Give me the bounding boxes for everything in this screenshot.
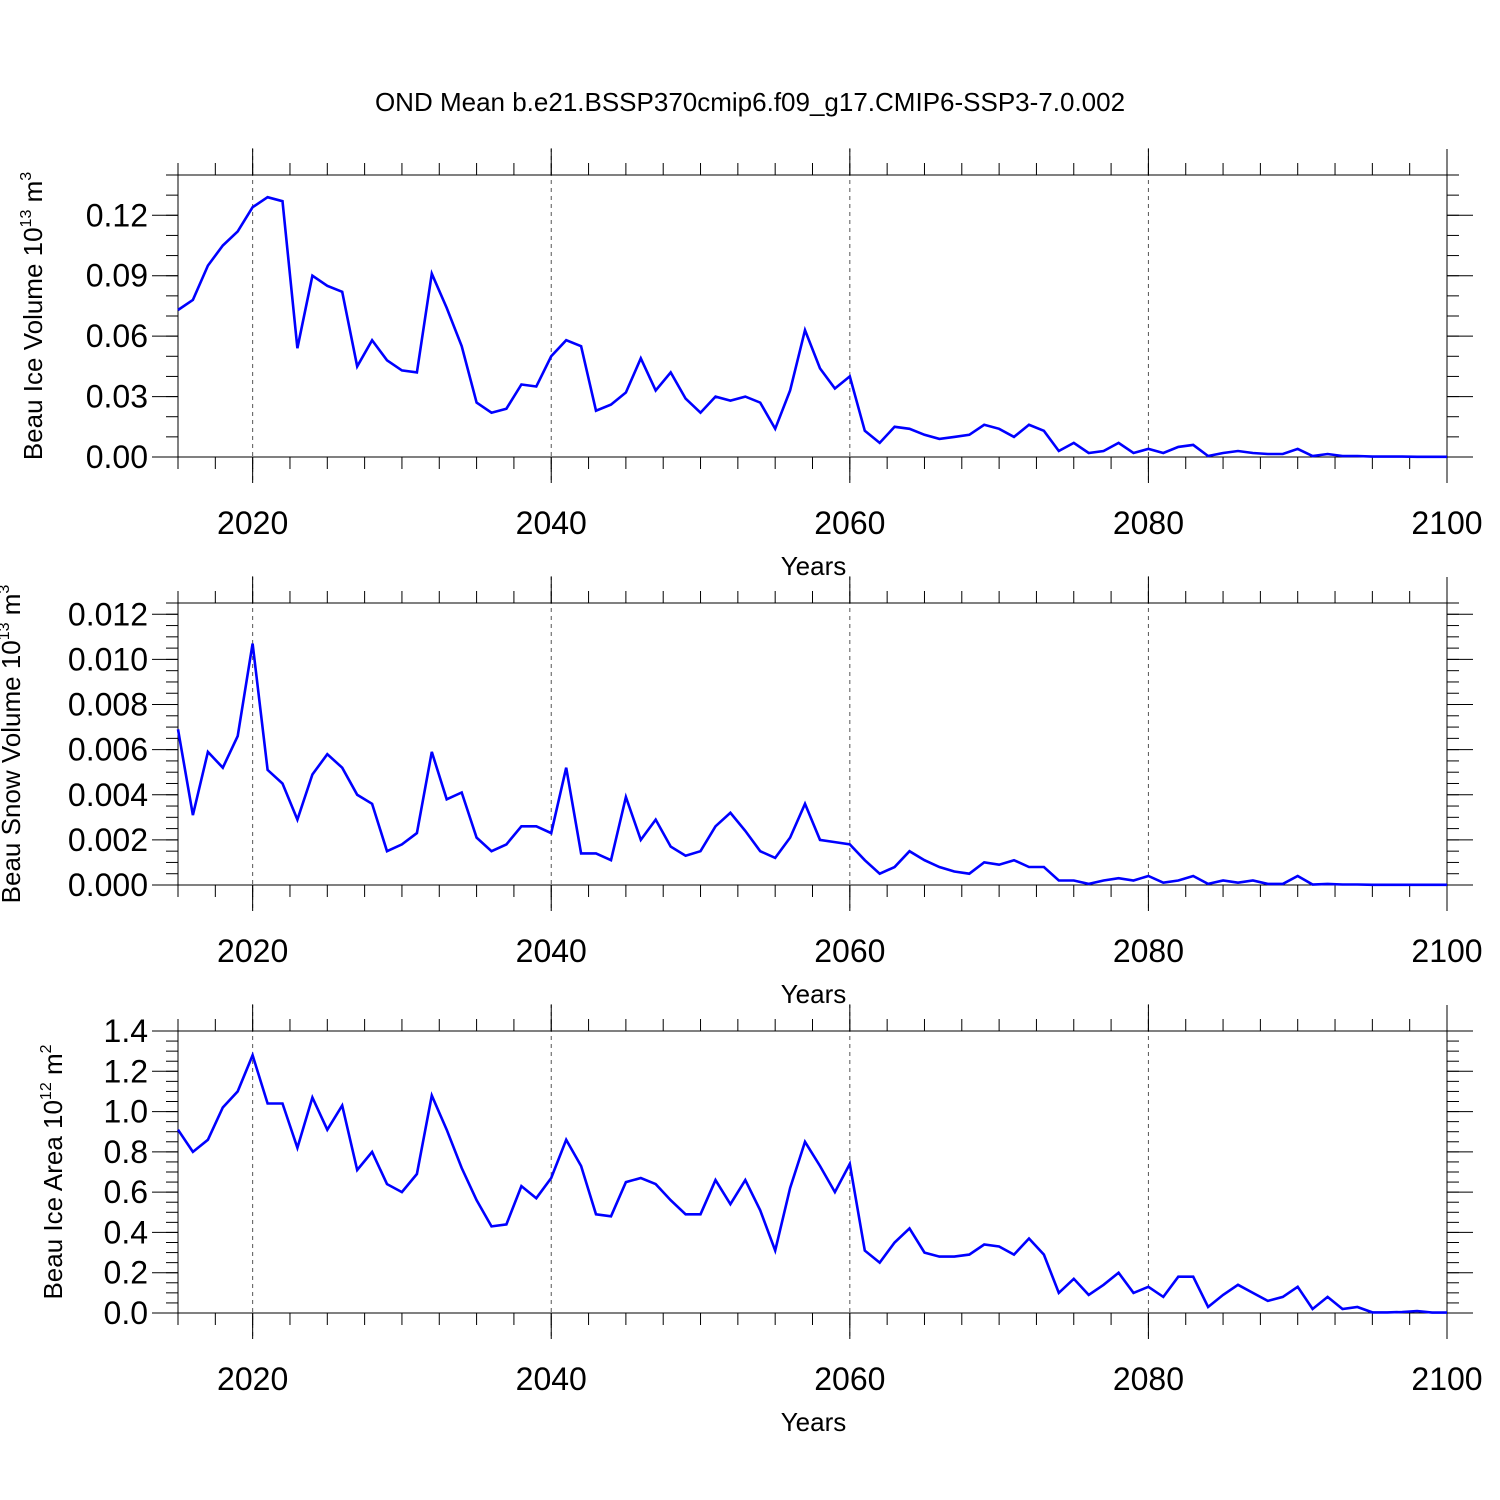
- x-tick-label: 2040: [516, 1361, 587, 1397]
- panel-ice-area: 0.0 0.2 0.4 0.6 0.8 1.0 1.2 1.4 2020 2040 2060 2080…: [38, 1004, 1483, 1437]
- y-tick-label: 0.008: [68, 687, 148, 723]
- x-tick-label: 2100: [1411, 933, 1482, 969]
- y-tick-label: 0.004: [68, 777, 148, 813]
- x-axis-label: Years: [781, 1407, 847, 1437]
- y-tick-label: 0.6: [104, 1174, 148, 1210]
- y-label-exponent: 12: [38, 1082, 55, 1100]
- y-tick-label: 0.000: [68, 867, 148, 903]
- chart-title: OND Mean b.e21.BSSP370cmip6.f09_g17.CMIP…: [375, 87, 1125, 117]
- y-tick-label: 0.4: [104, 1214, 148, 1250]
- series-line: [177, 195, 1447, 459]
- x-axis-label: Years: [781, 551, 847, 581]
- x-tick-label: 2020: [217, 1361, 288, 1397]
- y-tick-label: 1.2: [104, 1053, 148, 1089]
- y-tick-label: 0.006: [68, 732, 148, 768]
- x-tick-label: 2040: [516, 933, 587, 969]
- y-label-unit-exponent: 3: [18, 172, 35, 181]
- x-tick-label: 2020: [217, 933, 288, 969]
- y-tick-label: 0.012: [68, 596, 148, 632]
- y-tick-label: 1.4: [104, 1013, 148, 1049]
- y-tick-label: 1.0: [104, 1094, 148, 1130]
- x-tick-label: 2100: [1411, 1361, 1482, 1397]
- x-axis-label: Years: [781, 979, 847, 1009]
- y-tick-label: 0.09: [86, 258, 148, 294]
- y-label-unit: m: [38, 1053, 68, 1082]
- y-tick-label: 0.00: [86, 439, 148, 475]
- y-tick-label: 0.0: [104, 1295, 148, 1331]
- plot-frame: [177, 1030, 1448, 1314]
- x-tick-label: 2080: [1113, 933, 1184, 969]
- y-tick-label: 0.2: [104, 1255, 148, 1291]
- series-line: [176, 1051, 1447, 1314]
- x-tick-label: 2080: [1113, 1361, 1184, 1397]
- y-axis-label: Beau Snow Volume 1013 m3: [0, 585, 26, 904]
- y-tick-label: 0.06: [86, 318, 148, 354]
- x-tick-label: 2060: [814, 1361, 885, 1397]
- panel-ice-volume: 0.00 0.03 0.06 0.09 0.12 2020 2040 2060 2080 2100…: [18, 148, 1483, 581]
- y-tick-label: 0.12: [86, 197, 148, 233]
- y-label-text: Beau Ice Volume 10: [18, 227, 48, 460]
- series-line: [176, 643, 1447, 887]
- y-label-unit-exponent: 3: [0, 585, 13, 594]
- x-tick-label: 2100: [1411, 505, 1482, 541]
- x-tick-label: 2060: [814, 933, 885, 969]
- y-tick-label: 0.03: [86, 379, 148, 415]
- y-axis-label: Beau Ice Volume 1013 m3: [18, 172, 48, 460]
- y-label-text: Beau Snow Volume 10: [0, 640, 26, 903]
- x-tick-label: 2020: [217, 505, 288, 541]
- y-label-exponent: 13: [0, 622, 13, 640]
- y-label-unit: m: [0, 594, 26, 623]
- y-label-unit: m: [18, 181, 48, 210]
- y-label-exponent: 13: [18, 210, 35, 228]
- x-tick-label: 2080: [1113, 505, 1184, 541]
- x-tick-label: 2060: [814, 505, 885, 541]
- y-axis-label: Beau Ice Area 1012 m2: [38, 1044, 68, 1299]
- panel-snow-volume: 0.000 0.002 0.004 0.006 0.008 0.010 0.012 2020 2…: [0, 576, 1483, 1009]
- plot-frame: [177, 174, 1448, 458]
- x-tick-label: 2040: [516, 505, 587, 541]
- plot-frame: [177, 602, 1448, 886]
- y-tick-label: 0.010: [68, 641, 148, 677]
- y-label-unit-exponent: 2: [38, 1044, 55, 1053]
- y-label-text: Beau Ice Area 10: [38, 1100, 68, 1299]
- y-tick-label: 0.002: [68, 822, 148, 858]
- y-tick-label: 0.8: [104, 1134, 148, 1170]
